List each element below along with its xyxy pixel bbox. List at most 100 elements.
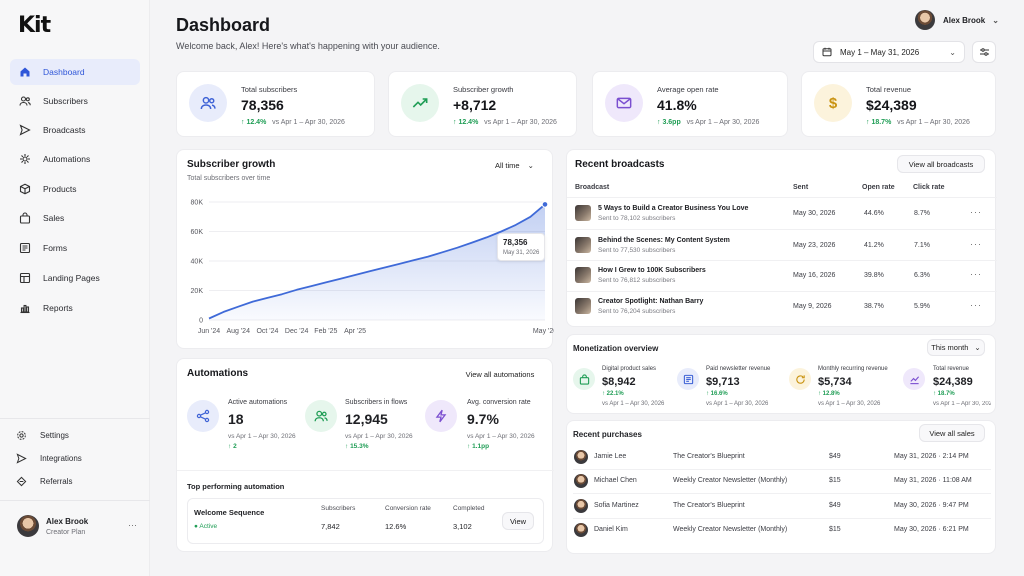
arrow-up-icon: ↑ <box>657 119 663 126</box>
metric-delta: ↑ 22.1% <box>602 391 624 397</box>
kit-logo[interactable]: Kit <box>18 13 51 38</box>
product-name: The Creator's Blueprint <box>673 453 745 460</box>
sidebar-item-landing-pages[interactable]: Landing Pages <box>10 265 140 291</box>
purchase-time: 6:21 PM <box>942 526 969 533</box>
tooltip-date: May 31, 2026 <box>503 250 540 256</box>
sidebar-item-sales[interactable]: Sales <box>10 205 140 231</box>
compare-text: vs Apr 1 – Apr 30, 2026 <box>818 401 881 407</box>
click-rate: 6.3% <box>914 272 930 279</box>
row-menu-button[interactable]: ··· <box>970 269 982 279</box>
sent-date: May 16, 2026 <box>793 272 836 279</box>
compare-text: vs Apr 1 – Apr 30, 2026 <box>602 401 665 407</box>
sidebar-item-reports[interactable]: Reports <box>10 295 140 321</box>
range-dropdown[interactable]: This month ⌄ <box>927 339 985 356</box>
row-menu-button[interactable]: ··· <box>970 207 982 217</box>
user-menu[interactable]: Alex Brook ⌄ <box>915 10 999 30</box>
amount: $15 <box>829 477 841 484</box>
delta-value: 1.1pp <box>472 443 490 450</box>
view-automation-button[interactable]: View <box>502 512 534 530</box>
customer-name: Sofia Martinez <box>594 502 639 509</box>
stat-card-open-rate: Average open rate 41.8% ↑ 3.6pp vs Apr 1… <box>592 71 788 137</box>
broadcast-thumbnail <box>575 267 591 283</box>
mail-icon <box>616 95 632 111</box>
amount: $15 <box>829 526 841 533</box>
purchase-date: May 31, 2026 <box>894 453 937 460</box>
sidebar-item-integrations[interactable]: Integrations <box>16 449 136 467</box>
purchase-datetime: May 30, 2026 · 6:21 PM <box>894 526 969 533</box>
metric-value: 12,945 <box>345 411 388 427</box>
top-automation-row[interactable]: Welcome Sequence ● Active Subscribers Co… <box>187 498 544 544</box>
user-menu-button[interactable]: ··· <box>128 520 137 530</box>
row-menu-button[interactable]: ··· <box>970 300 982 310</box>
sidebar-item-products[interactable]: Products <box>10 176 140 202</box>
stat-value: 78,356 <box>241 97 284 113</box>
bag-icon <box>18 211 32 225</box>
view-all-broadcasts-button[interactable]: View all broadcasts <box>897 155 985 173</box>
stat-label: Subscriber growth <box>453 85 514 94</box>
arrow-up-icon: ↑ <box>866 119 872 126</box>
range-dropdown[interactable]: All time ⌄ <box>495 157 545 173</box>
dollar-icon: $ <box>828 94 838 112</box>
sidebar-item-forms[interactable]: Forms <box>10 235 140 261</box>
view-all-automations-button[interactable]: View all automations <box>457 366 543 383</box>
avatar <box>574 499 588 513</box>
sidebar-item-subscribers[interactable]: Subscribers <box>10 88 140 114</box>
chevron-down-icon: ⌄ <box>527 160 534 170</box>
sidebar-item-label: Products <box>43 184 77 194</box>
divider <box>567 291 997 292</box>
view-all-sales-button[interactable]: View all sales <box>919 424 985 442</box>
purchase-time: 2:14 PM <box>942 453 969 460</box>
sidebar-item-dashboard[interactable]: Dashboard <box>10 59 140 85</box>
filter-button[interactable] <box>972 41 996 63</box>
sidebar-item-broadcasts[interactable]: Broadcasts <box>10 117 140 143</box>
sent-date: May 23, 2026 <box>793 242 836 249</box>
sidebar-item-label: Referrals <box>40 476 73 486</box>
delta-value: 15.3% <box>350 443 369 450</box>
recent-broadcasts-card: Recent broadcasts View all broadcasts Br… <box>566 149 997 327</box>
card-title: Recent purchases <box>573 430 642 439</box>
divider <box>567 229 997 230</box>
y-tick-label: 0 <box>199 318 203 325</box>
product-name: Weekly Creator Newsletter (Monthly) <box>673 477 788 484</box>
separator: · <box>938 453 941 460</box>
stat-value: +8,712 <box>453 97 497 113</box>
open-rate: 39.8% <box>864 272 884 279</box>
page-subtitle: Welcome back, Alex! Here's what's happen… <box>176 41 440 51</box>
metric-label: Avg. conversion rate <box>467 399 531 406</box>
metric-label: Total revenue <box>933 366 970 372</box>
date-range-picker[interactable]: May 1 – May 31, 2026 ⌄ <box>813 41 965 63</box>
card-subtitle: Total subscribers over time <box>187 175 271 182</box>
sliders-icon <box>979 47 990 57</box>
range-label: This month <box>931 343 969 352</box>
broadcast-thumbnail <box>575 298 591 314</box>
top-automation-title: Top performing automation <box>187 482 285 491</box>
delta-value: 2 <box>233 443 237 450</box>
compare-text: vs Apr 1 – Apr 30, 2026 <box>467 433 535 440</box>
newsletter-icon <box>677 368 699 390</box>
arrow-up-icon: ↑ <box>241 119 247 126</box>
divider <box>573 469 991 470</box>
stat-card-subscriber-growth: Subscriber growth +8,712 ↑ 12.4% vs Apr … <box>388 71 577 137</box>
metric-delta: ↑ 15.3% <box>345 443 369 450</box>
sidebar-item-settings[interactable]: Settings <box>16 426 136 444</box>
calendar-icon <box>822 47 832 57</box>
automations-card: Automations View all automations Active … <box>176 358 554 552</box>
sidebar-item-referrals[interactable]: Referrals <box>16 472 136 490</box>
delta-value: 18.7% <box>937 391 955 397</box>
sidebar-item-label: Reports <box>43 303 73 313</box>
stat-icon-bg <box>189 84 227 122</box>
broadcast-sub: Sent to 76,204 subscribers <box>598 308 676 315</box>
arrow-up-icon: ↑ <box>345 443 351 450</box>
sidebar-item-automations[interactable]: Automations <box>10 146 140 172</box>
metric-value: $9,713 <box>706 376 740 388</box>
y-tick-label: 40K <box>191 259 204 266</box>
click-rate: 7.1% <box>914 242 930 249</box>
avatar[interactable] <box>17 515 39 537</box>
users-icon <box>200 95 216 111</box>
recent-purchases-card: Recent purchases View all sales Jamie Le… <box>566 420 996 554</box>
card-title: Automations <box>187 368 249 379</box>
divider <box>177 470 554 471</box>
purchase-date: May 30, 2026 <box>894 526 937 533</box>
product-name: Weekly Creator Newsletter (Monthly) <box>673 526 788 533</box>
row-menu-button[interactable]: ··· <box>970 239 982 249</box>
